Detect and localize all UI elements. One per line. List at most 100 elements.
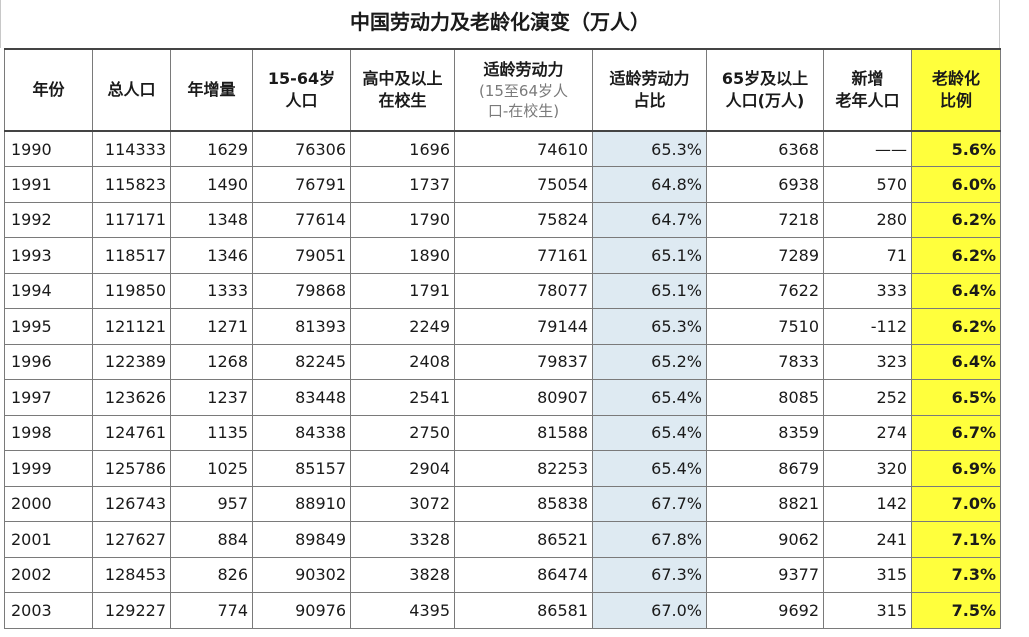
cell-working-age-labor: 79144	[454, 308, 593, 345]
cell-working-age-labor: 85838	[454, 485, 593, 522]
cell-labor-ratio: 65.4%	[592, 414, 707, 451]
cell-population-65-plus: 6368	[706, 130, 824, 167]
cell-new-elderly: -112	[823, 308, 912, 345]
cell-aging-ratio: 6.2%	[911, 237, 1001, 274]
cell-labor-ratio: 67.0%	[592, 592, 707, 629]
cell-high-school-students: 2541	[350, 379, 455, 416]
cell-annual-growth: 1271	[170, 308, 253, 345]
cell-population-15-64: 82245	[252, 343, 351, 380]
cell-population-65-plus: 9377	[706, 556, 824, 593]
cell-year: 1995	[4, 308, 93, 345]
cell-total-population: 123626	[92, 379, 171, 416]
cell-working-age-labor: 75824	[454, 201, 593, 238]
cell-population-65-plus: 7510	[706, 308, 824, 345]
cell-year: 1991	[4, 166, 93, 203]
cell-aging-ratio: 6.7%	[911, 414, 1001, 451]
header-annual-growth: 年增量	[170, 48, 253, 132]
cell-labor-ratio: 65.3%	[592, 130, 707, 167]
cell-high-school-students: 2249	[350, 308, 455, 345]
cell-year: 1998	[4, 414, 93, 451]
cell-working-age-labor: 79837	[454, 343, 593, 380]
cell-aging-ratio: 5.6%	[911, 130, 1001, 167]
cell-working-age-labor: 80907	[454, 379, 593, 416]
cell-labor-ratio: 67.7%	[592, 485, 707, 522]
table-row: 1994 119850 1333 79868 1791 78077 65.1% 7622 333…	[4, 272, 1001, 309]
cell-high-school-students: 3328	[350, 521, 455, 558]
cell-annual-growth: 1490	[170, 166, 253, 203]
header-population-65-plus: 65岁及以上 人口(万人)	[706, 48, 824, 132]
header-total-population: 总人口	[92, 48, 171, 132]
cell-population-65-plus: 7622	[706, 272, 824, 309]
cell-total-population: 114333	[92, 130, 171, 167]
cell-working-age-labor: 78077	[454, 272, 593, 309]
cell-total-population: 121121	[92, 308, 171, 345]
table-row: 1990 114333 1629 76306 1696 74610 65.3% 6368 —— 5…	[4, 130, 1001, 167]
header-new-elderly: 新增 老年人口	[823, 48, 912, 132]
cell-year: 2003	[4, 592, 93, 629]
cell-working-age-labor: 75054	[454, 166, 593, 203]
cell-high-school-students: 1696	[350, 130, 455, 167]
cell-year: 2002	[4, 556, 93, 593]
cell-population-15-64: 76791	[252, 166, 351, 203]
cell-working-age-labor: 86521	[454, 521, 593, 558]
table-row: 2002 128453 826 90302 3828 86474 67.3% 9377 315 7…	[4, 556, 1001, 593]
cell-population-15-64: 79051	[252, 237, 351, 274]
cell-population-15-64: 89849	[252, 521, 351, 558]
table-row: 1992 117171 1348 77614 1790 75824 64.7% 7218 280…	[4, 201, 1001, 238]
cell-aging-ratio: 6.0%	[911, 166, 1001, 203]
header-high-school-students: 高中及以上 在校生	[350, 48, 455, 132]
cell-high-school-students: 2750	[350, 414, 455, 451]
cell-new-elderly: 274	[823, 414, 912, 451]
cell-annual-growth: 1333	[170, 272, 253, 309]
table-row: 1997 123626 1237 83448 2541 80907 65.4% 8085 252…	[4, 379, 1001, 416]
cell-aging-ratio: 6.2%	[911, 308, 1001, 345]
table-row: 2001 127627 884 89849 3328 86521 67.8% 9062 241 7…	[4, 521, 1001, 558]
cell-new-elderly: 570	[823, 166, 912, 203]
cell-labor-ratio: 65.4%	[592, 379, 707, 416]
cell-working-age-labor: 86581	[454, 592, 593, 629]
cell-aging-ratio: 6.5%	[911, 379, 1001, 416]
cell-total-population: 119850	[92, 272, 171, 309]
cell-population-15-64: 83448	[252, 379, 351, 416]
cell-high-school-students: 2904	[350, 450, 455, 487]
cell-population-15-64: 84338	[252, 414, 351, 451]
cell-population-15-64: 79868	[252, 272, 351, 309]
cell-working-age-labor: 81588	[454, 414, 593, 451]
cell-year: 1994	[4, 272, 93, 309]
cell-population-15-64: 88910	[252, 485, 351, 522]
cell-year: 1996	[4, 343, 93, 380]
cell-new-elderly: 252	[823, 379, 912, 416]
cell-annual-growth: 1629	[170, 130, 253, 167]
cell-population-65-plus: 8821	[706, 485, 824, 522]
header-row: 年份 总人口 年增量 15-64岁 人口 高中及以上 在校生 适龄劳动力 (15至64…	[4, 48, 1001, 132]
table-row: 1998 124761 1135 84338 2750 81588 65.4% 8359 274…	[4, 414, 1001, 451]
cell-population-65-plus: 7833	[706, 343, 824, 380]
cell-labor-ratio: 65.3%	[592, 308, 707, 345]
cell-high-school-students: 2408	[350, 343, 455, 380]
cell-new-elderly: 280	[823, 201, 912, 238]
cell-labor-ratio: 67.3%	[592, 556, 707, 593]
cell-annual-growth: 1348	[170, 201, 253, 238]
cell-aging-ratio: 6.9%	[911, 450, 1001, 487]
cell-total-population: 124761	[92, 414, 171, 451]
cell-new-elderly: 333	[823, 272, 912, 309]
cell-labor-ratio: 64.7%	[592, 201, 707, 238]
cell-annual-growth: 1025	[170, 450, 253, 487]
cell-new-elderly: 71	[823, 237, 912, 274]
cell-new-elderly: ——	[823, 130, 912, 167]
header-working-age-labor: 适龄劳动力 (15至64岁人 口-在校生)	[454, 48, 593, 132]
cell-annual-growth: 1135	[170, 414, 253, 451]
cell-aging-ratio: 7.5%	[911, 592, 1001, 629]
cell-new-elderly: 241	[823, 521, 912, 558]
cell-aging-ratio: 6.4%	[911, 272, 1001, 309]
cell-aging-ratio: 6.2%	[911, 201, 1001, 238]
cell-year: 2001	[4, 521, 93, 558]
table-row: 1991 115823 1490 76791 1737 75054 64.8% 6938 570…	[4, 166, 1001, 203]
cell-working-age-labor: 82253	[454, 450, 593, 487]
cell-new-elderly: 315	[823, 556, 912, 593]
cell-labor-ratio: 64.8%	[592, 166, 707, 203]
cell-annual-growth: 826	[170, 556, 253, 593]
cell-population-15-64: 77614	[252, 201, 351, 238]
cell-aging-ratio: 7.1%	[911, 521, 1001, 558]
cell-population-15-64: 76306	[252, 130, 351, 167]
